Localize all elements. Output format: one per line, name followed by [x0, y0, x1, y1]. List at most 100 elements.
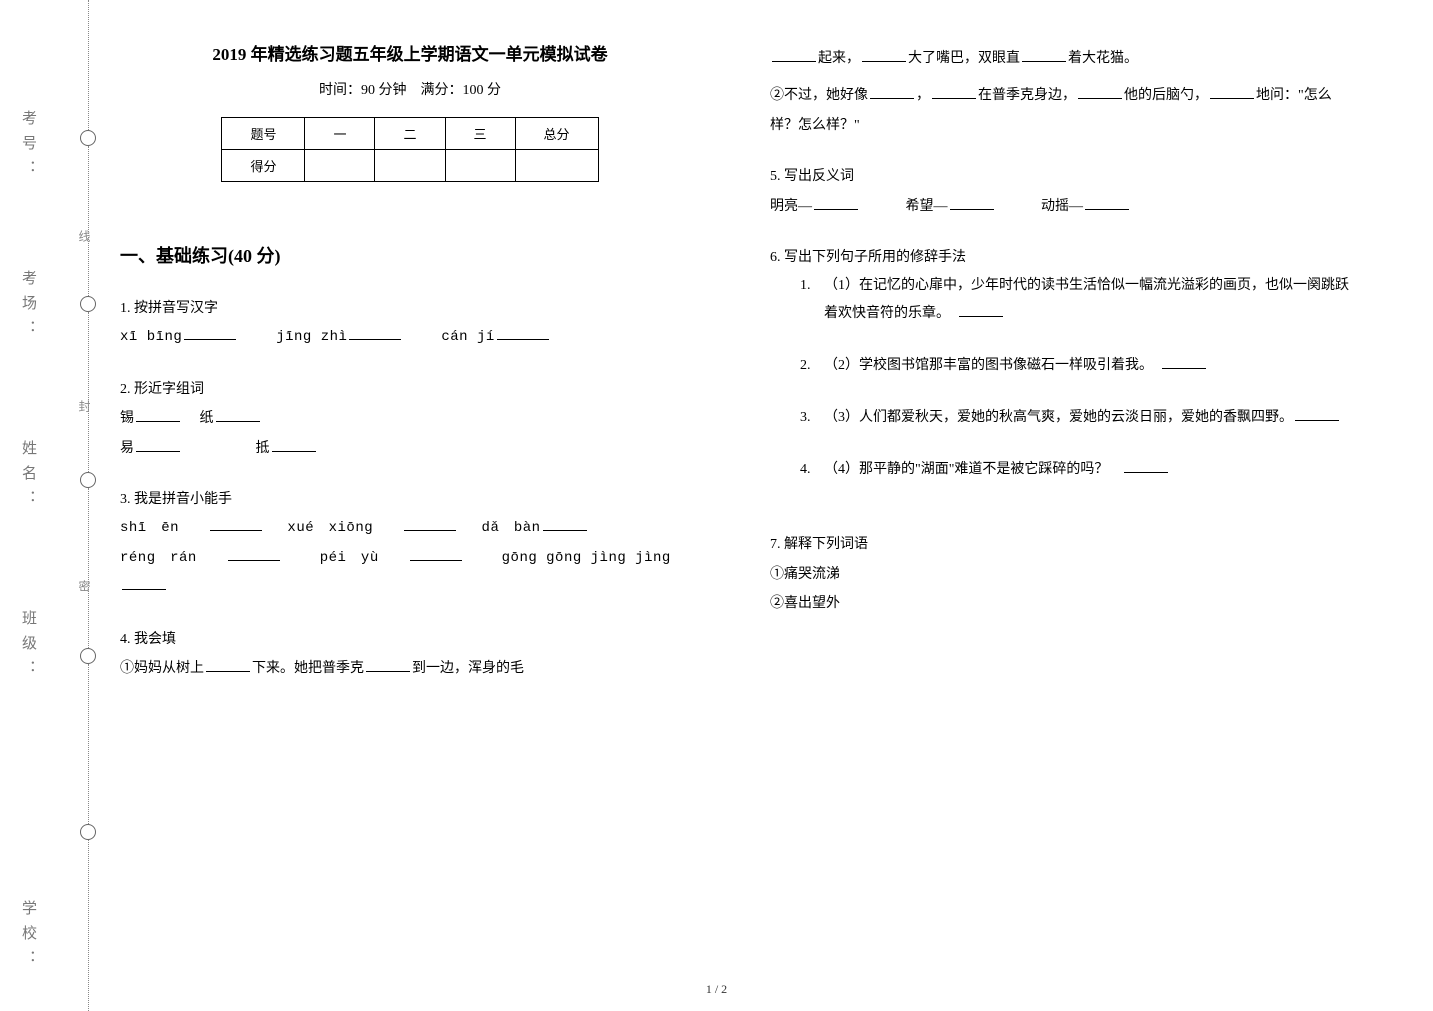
q6-title: 6. 写出下列句子所用的修辞手法 — [770, 243, 1350, 272]
q3-2b: péi yù — [320, 550, 379, 566]
bind-char-xian: 线 — [76, 230, 93, 244]
q4-b9[interactable] — [1210, 83, 1254, 100]
section-1-title: 一、基础练习(40 分) — [120, 242, 700, 268]
q4-p2a: 起来， — [818, 51, 860, 66]
q2-l0: 锡 — [120, 411, 134, 426]
q5-blank-b[interactable] — [950, 193, 994, 210]
score-cell-1[interactable] — [305, 150, 375, 182]
q4-b2[interactable] — [366, 655, 410, 672]
q6-blank-1[interactable] — [959, 301, 1003, 318]
q6-i3: （3）人们都爱秋天，爱她的秋高气爽，爱她的云淡日丽，爱她的香飘四野。 — [824, 410, 1293, 425]
score-head-1: 一 — [305, 118, 375, 150]
q4-b6[interactable] — [870, 83, 914, 100]
q4-p3b: ， — [916, 88, 930, 103]
q4-p2c: 着大花猫。 — [1068, 51, 1138, 66]
q5-title: 5. 写出反义词 — [770, 162, 1350, 191]
q5-b: 希望— — [906, 199, 948, 214]
score-head-3: 三 — [445, 118, 515, 150]
q2: 2. 形近字组词 锡 纸 易 抵 — [120, 375, 700, 463]
q5-a: 明亮— — [770, 199, 812, 214]
q2-l1: 易 — [120, 441, 134, 456]
q5-blank-a[interactable] — [814, 193, 858, 210]
q2-title: 2. 形近字组词 — [120, 375, 700, 404]
q6-n1: 1. — [800, 272, 811, 300]
q6: 6. 写出下列句子所用的修辞手法 1.（1）在记忆的心扉中，少年时代的读书生活恰… — [770, 243, 1350, 508]
q3-1c: dǎ bàn — [482, 520, 541, 536]
q6-i2: （2）学校图书馆那丰富的图书像磁石一样吸引着我。 — [824, 358, 1146, 373]
q1-blank-0[interactable] — [184, 324, 236, 341]
score-head-2: 二 — [375, 118, 445, 150]
q2-blank-r1[interactable] — [272, 435, 316, 452]
q2-blank-l0[interactable] — [136, 405, 180, 422]
q6-blank-3[interactable] — [1295, 405, 1339, 422]
q6-n3: 3. — [800, 404, 811, 432]
q4-p1c: 到一边，浑身的毛 — [412, 661, 524, 676]
q3-title: 3. 我是拼音小能手 — [120, 485, 700, 514]
q3-blank-2a[interactable] — [228, 544, 280, 561]
q5-blank-c[interactable] — [1085, 193, 1129, 210]
q6-n4: 4. — [800, 456, 811, 484]
q6-i4: （4）那平静的"湖面"难道不是被它踩碎的吗？ — [824, 462, 1108, 477]
q4-p1b: 下来。她把普季克 — [252, 661, 364, 676]
score-cell-3[interactable] — [445, 150, 515, 182]
q1-item-2: cán jí — [441, 329, 494, 345]
q1-blank-2[interactable] — [497, 324, 549, 341]
bind-char-mi: 密 — [76, 580, 93, 594]
score-head-4: 总分 — [515, 118, 598, 150]
q4-b5[interactable] — [1022, 45, 1066, 62]
q4-cont: 起来，大了嘴巴，双眼直着大花猫。 ②不过，她好像，在普季克身边，他的后脑勺，地问… — [770, 44, 1350, 140]
q4-b1[interactable] — [206, 655, 250, 672]
score-table: 题号 一 二 三 总分 得分 — [221, 117, 598, 182]
q2-r0: 纸 — [200, 411, 214, 426]
q3-blank-2c[interactable] — [122, 573, 166, 590]
score-row-label: 得分 — [222, 150, 305, 182]
q3-blank-1b[interactable] — [404, 515, 456, 532]
q7-b: ②喜出望外 — [770, 589, 1350, 618]
q6-blank-4[interactable] — [1124, 457, 1168, 474]
page-number: 1 / 2 — [706, 982, 727, 997]
bind-label-kaohao: 考号： — [18, 110, 39, 185]
q4-b7[interactable] — [932, 83, 976, 100]
q4-title: 4. 我会填 — [120, 625, 700, 654]
bind-label-xingming: 姓名： — [18, 440, 39, 515]
q4-p3c: 在普季克身边， — [978, 88, 1076, 103]
q1-item-1: jīng zhì — [276, 329, 347, 345]
q4-p2b: 大了嘴巴，双眼直 — [908, 51, 1020, 66]
q7-title: 7. 解释下列词语 — [770, 530, 1350, 559]
bind-char-feng: 封 — [76, 400, 93, 414]
q3-blank-1c[interactable] — [543, 515, 587, 532]
q2-r1: 抵 — [256, 441, 270, 456]
q4-b8[interactable] — [1078, 83, 1122, 100]
q3-blank-2b[interactable] — [410, 544, 462, 561]
q4-p3d: 他的后脑勺， — [1124, 88, 1208, 103]
q4-b4[interactable] — [862, 45, 906, 62]
score-cell-total[interactable] — [515, 150, 598, 182]
q3-blank-1a[interactable] — [210, 515, 262, 532]
q4: 4. 我会填 ①妈妈从树上 下来。她把普季克 到一边，浑身的毛 — [120, 625, 700, 684]
q1-item-0: xī bīng — [120, 329, 182, 345]
bind-label-banji: 班级： — [18, 610, 39, 685]
q6-n2: 2. — [800, 352, 811, 380]
q4-b3[interactable] — [772, 45, 816, 62]
q7-a: ①痛哭流涕 — [770, 560, 1350, 589]
q1: 1. 按拼音写汉字 xī bīng jīng zhì cán jí — [120, 294, 700, 353]
score-head-0: 题号 — [222, 118, 305, 150]
bind-label-kaochang: 考场： — [18, 270, 39, 345]
q3-1a: shī ēn — [120, 520, 179, 536]
q3-2c: gōng gōng jìng jìng — [502, 550, 671, 566]
bind-label-xuexiao: 学校： — [18, 900, 39, 975]
q4-p3a: ②不过，她好像 — [770, 88, 868, 103]
q2-blank-r0[interactable] — [216, 405, 260, 422]
q4-p1a: ①妈妈从树上 — [120, 661, 204, 676]
q1-blank-1[interactable] — [349, 324, 401, 341]
q3-1b: xué xiōng — [287, 520, 373, 536]
q6-blank-2[interactable] — [1162, 353, 1206, 370]
q2-blank-l1[interactable] — [136, 435, 180, 452]
q1-title: 1. 按拼音写汉字 — [120, 294, 700, 323]
q5-c: 动摇— — [1041, 199, 1083, 214]
score-cell-2[interactable] — [375, 150, 445, 182]
q3: 3. 我是拼音小能手 shī ēn xué xiōng dǎ bàn réng … — [120, 485, 700, 603]
q3-2a: réng rán — [120, 550, 197, 566]
right-column: 起来，大了嘴巴，双眼直着大花猫。 ②不过，她好像，在普季克身边，他的后脑勺，地问… — [770, 40, 1350, 705]
left-column: 2019 年精选练习题五年级上学期语文一单元模拟试卷 时间：90 分钟 满分：1… — [120, 40, 700, 705]
